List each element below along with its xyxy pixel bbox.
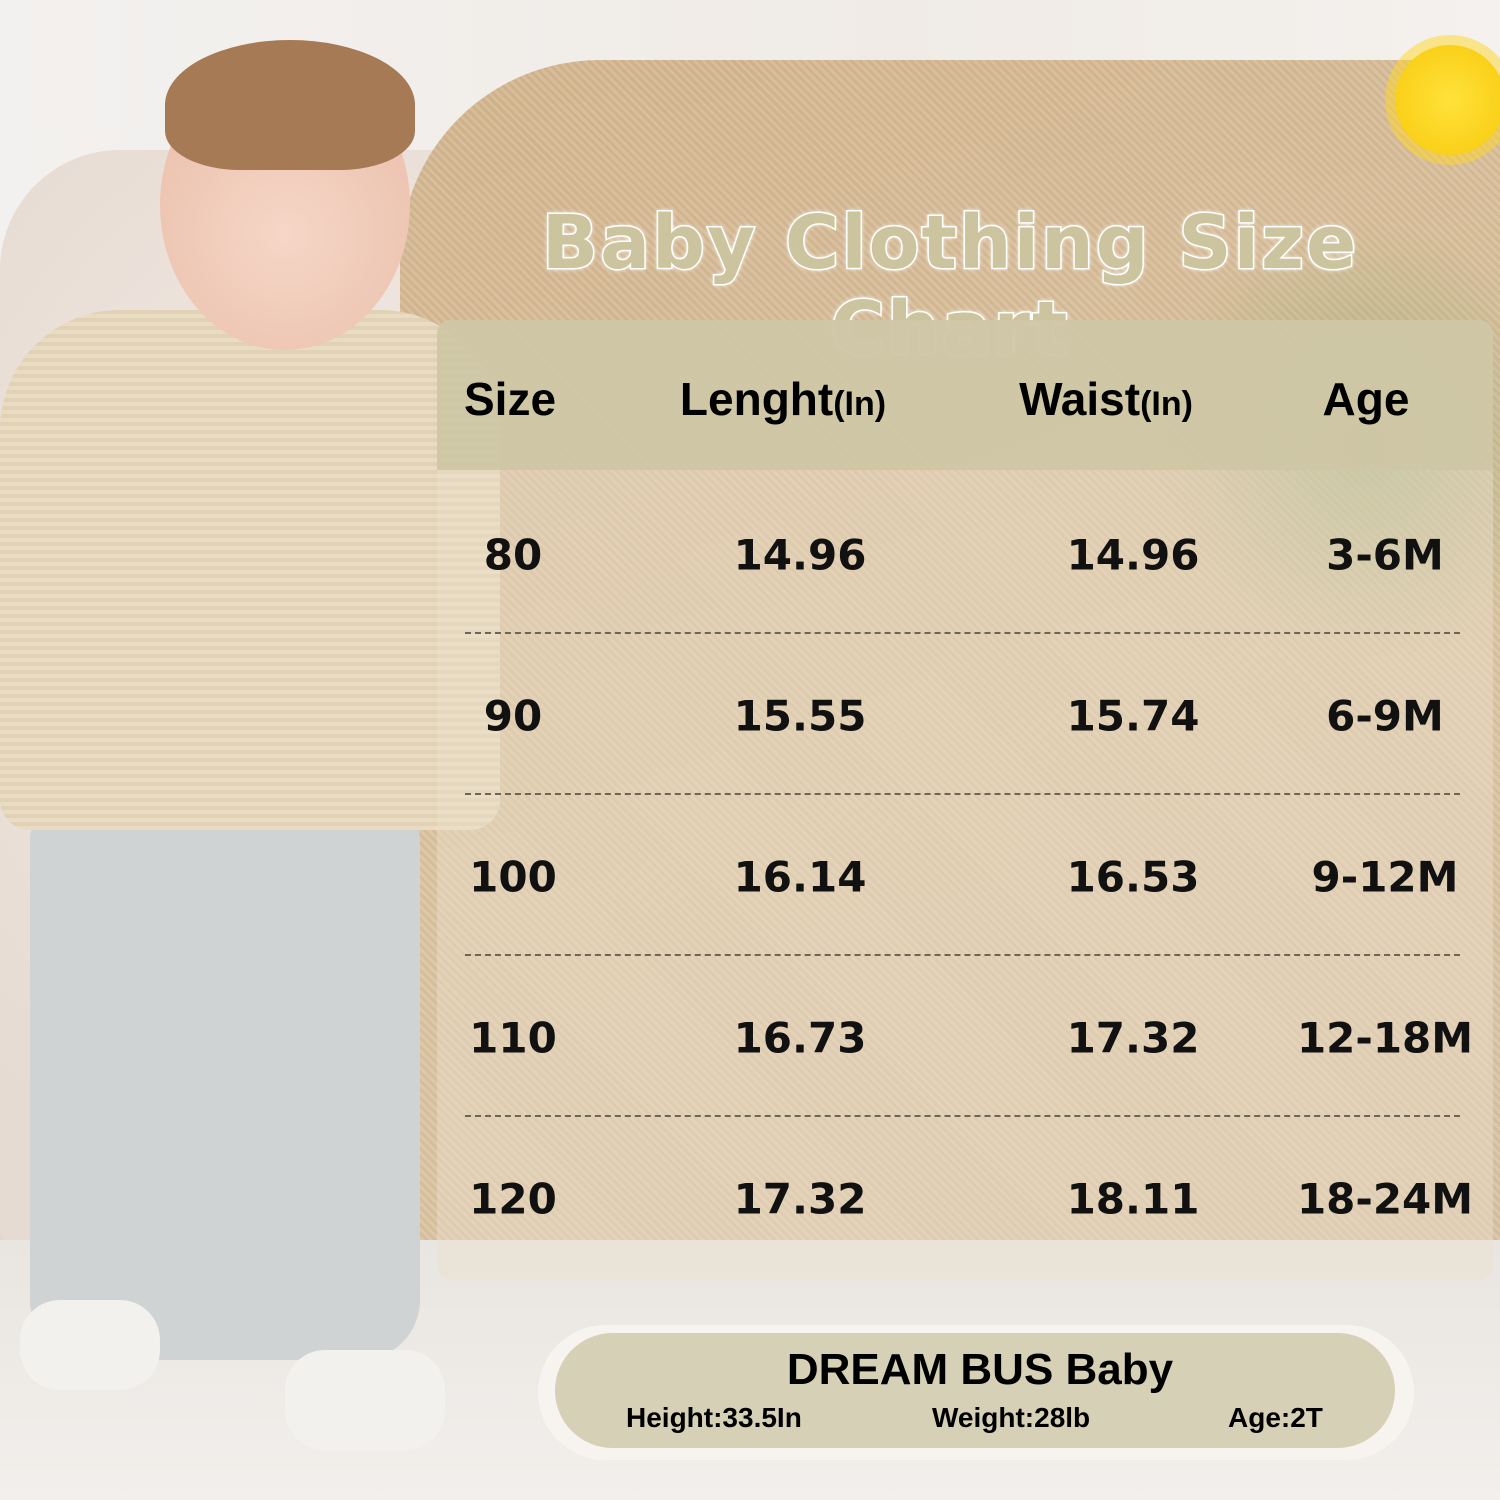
table-header: [437, 320, 1493, 470]
row-divider: [465, 632, 1460, 634]
model-age: Age:2T: [1228, 1402, 1323, 1433]
cell-length: 16.73: [733, 1013, 867, 1063]
size-table: [437, 320, 1493, 1280]
baby-pants: [30, 800, 420, 1360]
header-size: Size: [463, 373, 557, 425]
row-divider: [465, 1115, 1460, 1117]
baby-hair: [165, 40, 415, 170]
row-divider: [465, 954, 1460, 956]
cell-length: 16.14: [733, 852, 867, 902]
header-waist: Waist(In): [1019, 373, 1193, 425]
cell-waist: 16.53: [1066, 852, 1200, 902]
cell-waist: 18.11: [1066, 1174, 1200, 1224]
sun-icon: [1395, 45, 1500, 155]
cell-length: 17.32: [733, 1174, 867, 1224]
header-age: Age: [1322, 373, 1410, 425]
cell-age: 6-9M: [1326, 691, 1444, 741]
cell-age: 9-12M: [1311, 852, 1459, 902]
cell-waist: 17.32: [1066, 1013, 1200, 1063]
cell-waist: 14.96: [1066, 530, 1200, 580]
cell-size: 90: [483, 691, 543, 741]
cell-size: 80: [483, 530, 543, 580]
cell-size: 100: [469, 852, 557, 902]
row-divider: [465, 793, 1460, 795]
brand-name: DREAM BUS Baby: [786, 1345, 1174, 1394]
cell-size: 110: [469, 1013, 557, 1063]
cell-size: 120: [469, 1174, 557, 1224]
baby-shoe: [285, 1350, 445, 1450]
cell-age: 18-24M: [1296, 1174, 1474, 1224]
header-length: Lenght(In): [679, 373, 887, 425]
cell-age: 3-6M: [1326, 530, 1444, 580]
model-height: Height:33.5In: [626, 1402, 802, 1433]
cell-waist: 15.74: [1066, 691, 1200, 741]
cell-age: 12-18M: [1296, 1013, 1474, 1063]
cell-length: 14.96: [733, 530, 867, 580]
baby-shoe: [20, 1300, 160, 1390]
model-weight: Weight:28lb: [932, 1402, 1091, 1433]
model-card: [555, 1333, 1395, 1448]
baby-sweater: [0, 310, 500, 830]
cell-length: 15.55: [733, 691, 867, 741]
